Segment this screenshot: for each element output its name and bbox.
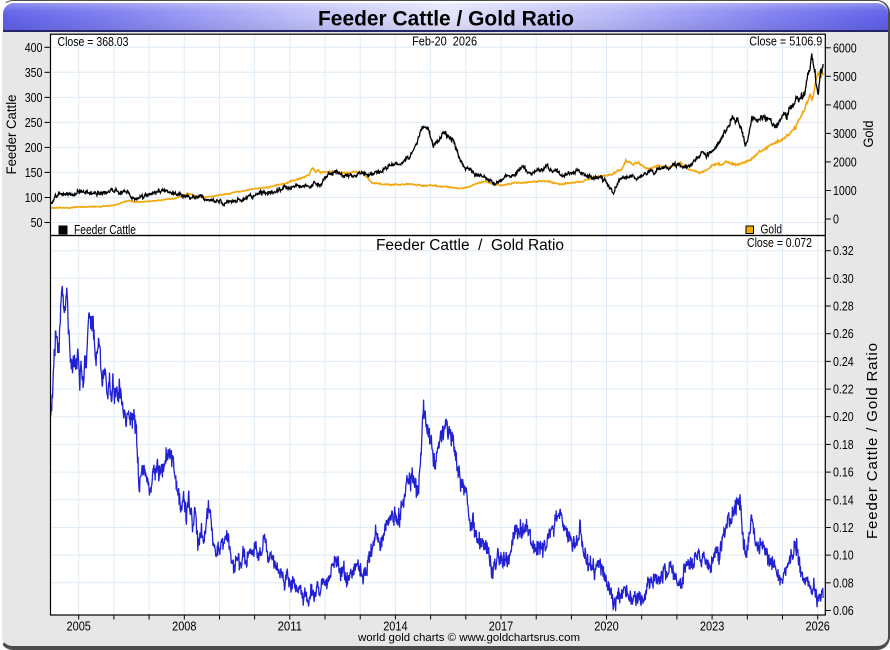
svg-text:world gold charts © www.goldch: world gold charts © www.goldchartsrus.co… [357,632,580,644]
svg-text:5000: 5000 [833,70,857,84]
svg-text:Gold: Gold [761,223,783,237]
svg-text:0.10: 0.10 [833,549,854,563]
svg-text:250: 250 [25,116,43,130]
svg-text:Feeder Cattle: Feeder Cattle [74,223,136,237]
svg-text:Feeder Cattle / Gold Ratio: Feeder Cattle / Gold Ratio [376,237,564,254]
svg-text:Close = 0.072: Close = 0.072 [747,235,812,250]
svg-text:0.22: 0.22 [833,383,854,397]
svg-text:2020: 2020 [594,620,618,634]
svg-text:2026: 2026 [806,620,830,634]
svg-text:Feeder Cattle: Feeder Cattle [4,95,19,175]
svg-text:200: 200 [25,141,43,155]
svg-text:2005: 2005 [67,620,91,634]
svg-text:3000: 3000 [833,127,857,141]
svg-text:300: 300 [25,91,43,105]
svg-text:0.20: 0.20 [833,410,854,424]
svg-text:0.26: 0.26 [833,327,854,341]
svg-text:0.06: 0.06 [833,604,854,618]
svg-text:0.32: 0.32 [833,244,854,258]
svg-text:0.24: 0.24 [833,355,854,369]
svg-text:2008: 2008 [172,620,196,634]
svg-text:Feeder Cattle / Gold Ratio: Feeder Cattle / Gold Ratio [864,343,881,539]
svg-text:0.12: 0.12 [833,521,854,535]
svg-text:Close = 368.03: Close = 368.03 [58,34,129,49]
svg-text:2014: 2014 [383,620,407,634]
svg-text:100: 100 [25,191,43,205]
svg-text:0.08: 0.08 [833,576,854,590]
svg-text:2023: 2023 [700,620,724,634]
svg-text:0.14: 0.14 [833,493,854,507]
svg-text:2000: 2000 [833,155,857,169]
svg-text:0.28: 0.28 [833,300,854,314]
svg-text:1000: 1000 [833,184,857,198]
svg-text:350: 350 [25,66,43,80]
svg-text:0.18: 0.18 [833,438,854,452]
svg-text:4000: 4000 [833,98,857,112]
svg-text:6000: 6000 [833,41,857,55]
svg-text:400: 400 [25,41,43,55]
svg-text:50: 50 [31,216,43,230]
svg-text:Gold: Gold [861,121,876,148]
svg-text:2011: 2011 [278,620,302,634]
svg-text:150: 150 [25,166,43,180]
svg-text:0.16: 0.16 [833,466,854,480]
svg-text:Feb-20 2026: Feb-20 2026 [412,34,477,49]
svg-text:0: 0 [833,213,839,227]
svg-text:Close = 5106.9: Close = 5106.9 [749,34,822,49]
svg-text:Feeder Cattle / Gold Ratio: Feeder Cattle / Gold Ratio [318,7,574,30]
svg-text:0.30: 0.30 [833,272,854,286]
svg-text:2017: 2017 [489,620,513,634]
